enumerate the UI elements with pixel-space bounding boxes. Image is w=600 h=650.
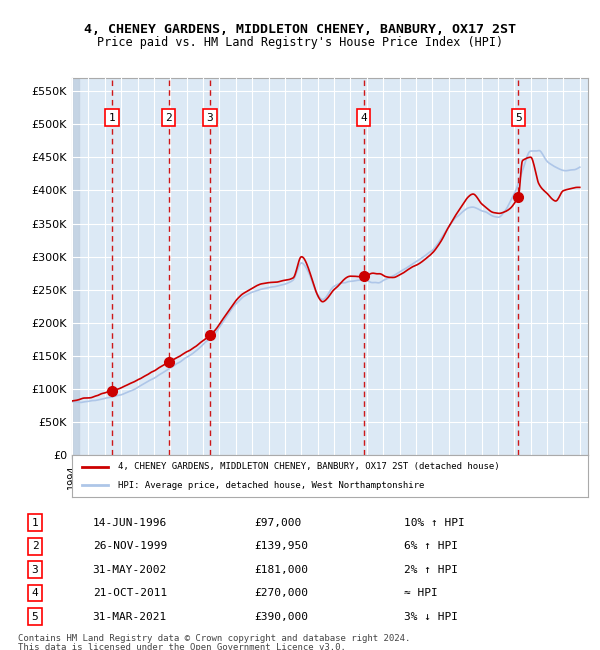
Text: 4, CHENEY GARDENS, MIDDLETON CHENEY, BANBURY, OX17 2ST: 4, CHENEY GARDENS, MIDDLETON CHENEY, BAN… [84,23,516,36]
Text: 1: 1 [32,518,38,528]
Text: 3% ↓ HPI: 3% ↓ HPI [404,612,458,621]
Text: 26-NOV-1999: 26-NOV-1999 [92,541,167,551]
Text: £390,000: £390,000 [254,612,308,621]
Text: ≈ HPI: ≈ HPI [404,588,437,598]
Text: Contains HM Land Registry data © Crown copyright and database right 2024.: Contains HM Land Registry data © Crown c… [18,634,410,643]
Text: 6% ↑ HPI: 6% ↑ HPI [404,541,458,551]
Text: 1: 1 [109,112,116,123]
Text: 21-OCT-2011: 21-OCT-2011 [92,588,167,598]
Text: Price paid vs. HM Land Registry's House Price Index (HPI): Price paid vs. HM Land Registry's House … [97,36,503,49]
Text: 4, CHENEY GARDENS, MIDDLETON CHENEY, BANBURY, OX17 2ST (detached house): 4, CHENEY GARDENS, MIDDLETON CHENEY, BAN… [118,462,500,471]
Text: 5: 5 [32,612,38,621]
Text: 14-JUN-1996: 14-JUN-1996 [92,518,167,528]
Text: HPI: Average price, detached house, West Northamptonshire: HPI: Average price, detached house, West… [118,481,425,490]
Text: 2: 2 [32,541,38,551]
Text: 31-MAY-2002: 31-MAY-2002 [92,565,167,575]
Text: 31-MAR-2021: 31-MAR-2021 [92,612,167,621]
Text: 10% ↑ HPI: 10% ↑ HPI [404,518,464,528]
Text: 3: 3 [206,112,213,123]
Text: £139,950: £139,950 [254,541,308,551]
Text: £181,000: £181,000 [254,565,308,575]
Text: 3: 3 [32,565,38,575]
Text: This data is licensed under the Open Government Licence v3.0.: This data is licensed under the Open Gov… [18,644,346,650]
Text: 2: 2 [166,112,172,123]
Text: 4: 4 [32,588,38,598]
Text: 2% ↑ HPI: 2% ↑ HPI [404,565,458,575]
Text: £97,000: £97,000 [254,518,301,528]
Text: 5: 5 [515,112,521,123]
Text: 4: 4 [360,112,367,123]
Text: £270,000: £270,000 [254,588,308,598]
